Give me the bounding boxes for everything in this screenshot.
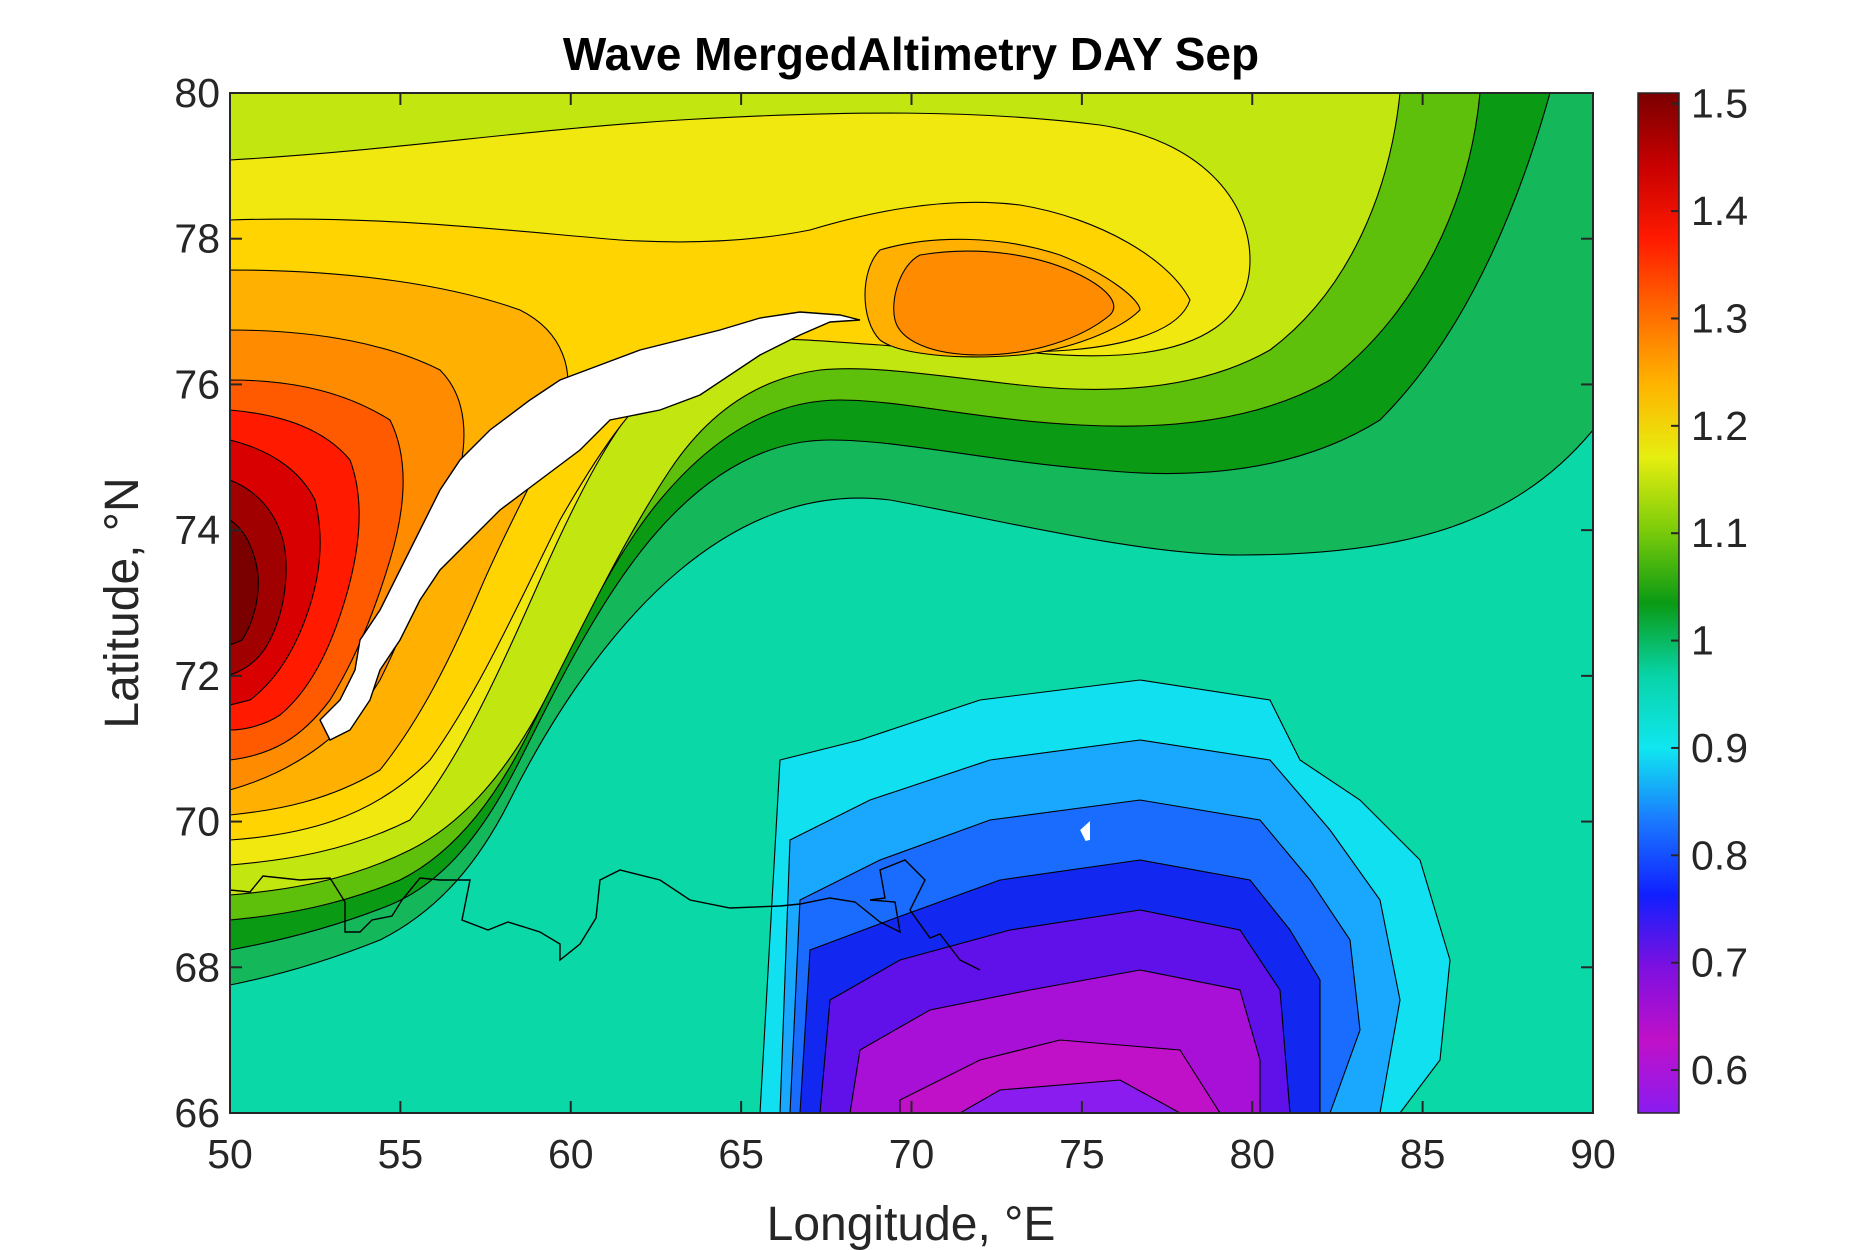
y-tick-label: 66 — [174, 1090, 220, 1136]
y-tick-label: 74 — [174, 507, 220, 553]
y-tick-label: 80 — [174, 70, 220, 116]
y-axis-ticks: 66 68 70 72 74 76 78 80 — [174, 70, 1593, 1136]
colorbar-scale — [1637, 92, 1680, 1114]
contour-band-1.31 — [230, 238, 1141, 816]
y-tick-label: 68 — [174, 944, 220, 990]
colorbar-tick-label: 0.6 — [1691, 1047, 1748, 1093]
x-axis-ticks: 50 55 60 65 70 75 80 85 90 — [207, 93, 1616, 1177]
novaya-zemlya-outline — [319, 311, 861, 741]
x-axis-label: Longitude, °E — [767, 1198, 1056, 1250]
colorbar-tick-label: 0.7 — [1691, 940, 1748, 986]
chart-title: Wave MergedAltimetry DAY Sep — [563, 28, 1259, 80]
x-tick-label: 60 — [548, 1131, 594, 1177]
land-outline — [230, 859, 981, 971]
x-tick-label: 55 — [378, 1131, 424, 1177]
x-tick-label: 50 — [207, 1131, 253, 1177]
x-tick-label: 90 — [1570, 1131, 1616, 1177]
contour-field — [230, 93, 1593, 1113]
contour-band-0.60 — [957, 1079, 1181, 1113]
y-tick-label: 76 — [174, 361, 220, 407]
colorbar: 0.6 0.7 0.8 0.9 1 1.1 1.2 1.3 1.4 1.5 — [1637, 81, 1748, 1114]
contour-band-1.50 — [230, 518, 259, 646]
colorbar-tick-label: 0.8 — [1691, 832, 1748, 878]
x-tick-label: 70 — [889, 1131, 935, 1177]
colorbar-tick-label: 1.3 — [1691, 295, 1748, 341]
colorbar-tick-label: 1.2 — [1691, 403, 1748, 449]
x-tick-label: 65 — [718, 1131, 764, 1177]
colorbar-tick-label: 1.5 — [1691, 81, 1748, 127]
colorbar-tick-label: 1 — [1691, 618, 1714, 664]
colorbar-tick-label: 1.1 — [1691, 510, 1748, 556]
colorbar-tick-label: 1.4 — [1691, 188, 1748, 234]
colorbar-tick-label: 0.9 — [1691, 725, 1748, 771]
x-tick-label: 85 — [1400, 1131, 1446, 1177]
x-tick-label: 75 — [1059, 1131, 1105, 1177]
y-tick-label: 72 — [174, 653, 220, 699]
y-tick-label: 70 — [174, 799, 220, 845]
x-tick-label: 80 — [1229, 1131, 1275, 1177]
y-axis-label: Latitude, °N — [96, 477, 149, 728]
y-tick-label: 78 — [174, 216, 220, 262]
colorbar-ticks: 0.6 0.7 0.8 0.9 1 1.1 1.2 1.3 1.4 1.5 — [1671, 81, 1748, 1093]
